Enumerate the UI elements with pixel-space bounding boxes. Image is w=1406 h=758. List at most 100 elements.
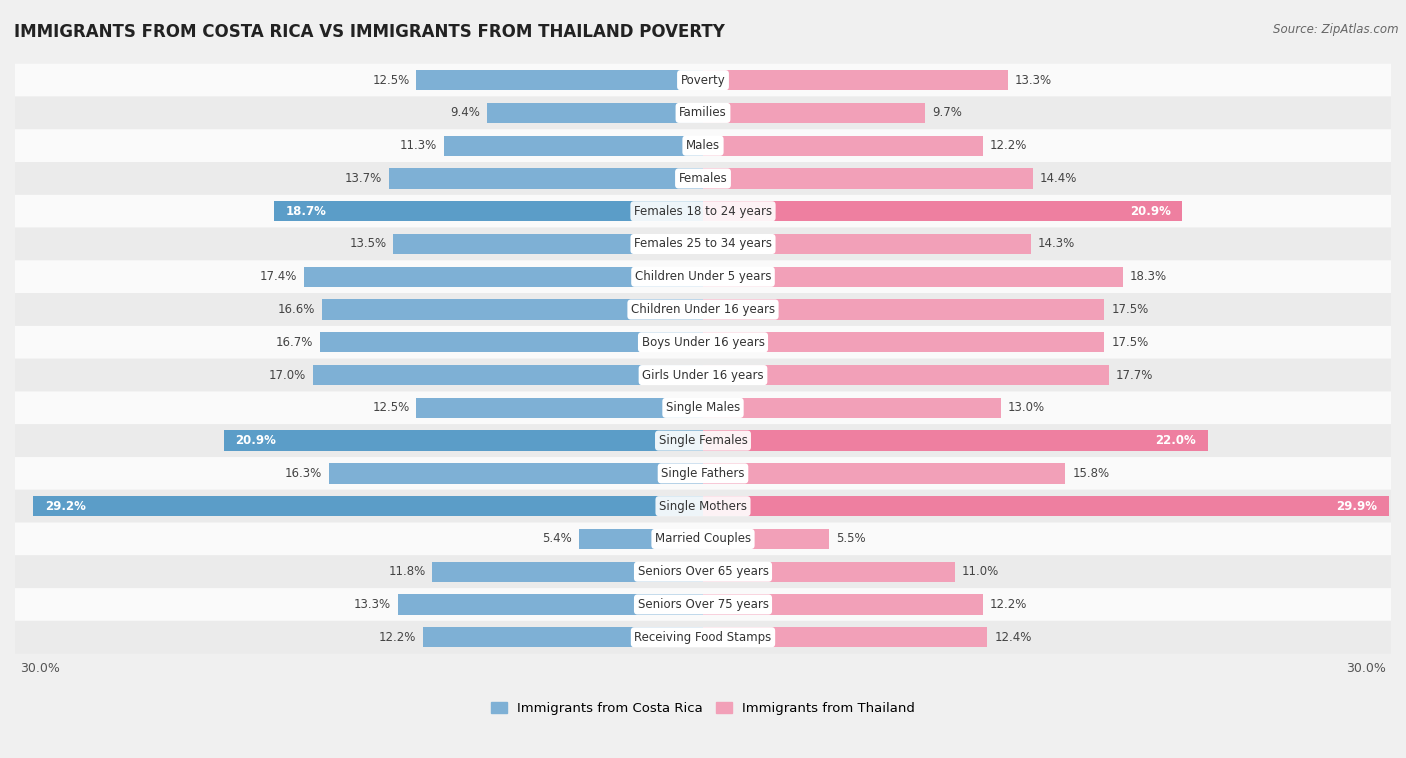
Text: Source: ZipAtlas.com: Source: ZipAtlas.com (1274, 23, 1399, 36)
FancyBboxPatch shape (15, 195, 1391, 227)
Bar (444, 136, 703, 156)
Text: Receiving Food Stamps: Receiving Food Stamps (634, 631, 772, 644)
Text: Males: Males (686, 139, 720, 152)
Text: 22.0%: 22.0% (1156, 434, 1197, 447)
Bar (703, 168, 1033, 189)
Bar (703, 431, 1208, 451)
Text: 12.5%: 12.5% (373, 74, 409, 86)
Text: 11.0%: 11.0% (962, 565, 1000, 578)
Text: 12.5%: 12.5% (373, 401, 409, 415)
Text: 12.4%: 12.4% (994, 631, 1032, 644)
Text: Seniors Over 75 years: Seniors Over 75 years (637, 598, 769, 611)
Bar (34, 496, 703, 516)
Bar (703, 267, 1122, 287)
FancyBboxPatch shape (15, 457, 1391, 490)
Text: 17.5%: 17.5% (1111, 303, 1149, 316)
Bar (703, 103, 925, 123)
Bar (703, 496, 1389, 516)
FancyBboxPatch shape (15, 391, 1391, 424)
Bar (703, 136, 983, 156)
FancyBboxPatch shape (15, 359, 1391, 391)
Text: 14.3%: 14.3% (1038, 237, 1076, 250)
Bar (322, 299, 703, 320)
Bar (389, 168, 703, 189)
Bar (329, 463, 703, 484)
Text: 30.0%: 30.0% (1347, 662, 1386, 675)
Text: Single Females: Single Females (658, 434, 748, 447)
Bar (703, 594, 983, 615)
Bar (314, 365, 703, 385)
FancyBboxPatch shape (15, 261, 1391, 293)
Bar (416, 70, 703, 90)
Text: 29.9%: 29.9% (1336, 500, 1378, 512)
Text: Families: Families (679, 106, 727, 120)
Text: 12.2%: 12.2% (990, 139, 1026, 152)
Text: 12.2%: 12.2% (380, 631, 416, 644)
Bar (703, 463, 1066, 484)
Bar (703, 529, 830, 549)
Bar (224, 431, 703, 451)
Text: 14.4%: 14.4% (1040, 172, 1077, 185)
FancyBboxPatch shape (15, 588, 1391, 621)
Text: Boys Under 16 years: Boys Under 16 years (641, 336, 765, 349)
Text: 5.4%: 5.4% (543, 532, 572, 546)
FancyBboxPatch shape (15, 490, 1391, 522)
Text: Children Under 16 years: Children Under 16 years (631, 303, 775, 316)
Text: 16.6%: 16.6% (278, 303, 315, 316)
Bar (703, 201, 1182, 221)
Text: Married Couples: Married Couples (655, 532, 751, 546)
Text: Girls Under 16 years: Girls Under 16 years (643, 368, 763, 381)
Text: Children Under 5 years: Children Under 5 years (634, 271, 772, 283)
FancyBboxPatch shape (15, 96, 1391, 130)
Bar (304, 267, 703, 287)
FancyBboxPatch shape (15, 556, 1391, 588)
Text: 5.5%: 5.5% (837, 532, 866, 546)
Bar (703, 233, 1031, 254)
Bar (703, 299, 1104, 320)
Text: 18.7%: 18.7% (285, 205, 326, 218)
Text: 9.7%: 9.7% (932, 106, 962, 120)
Text: IMMIGRANTS FROM COSTA RICA VS IMMIGRANTS FROM THAILAND POVERTY: IMMIGRANTS FROM COSTA RICA VS IMMIGRANTS… (14, 23, 725, 41)
FancyBboxPatch shape (15, 522, 1391, 556)
Text: Single Mothers: Single Mothers (659, 500, 747, 512)
Text: Poverty: Poverty (681, 74, 725, 86)
Text: 17.7%: 17.7% (1116, 368, 1153, 381)
Text: 17.5%: 17.5% (1111, 336, 1149, 349)
FancyBboxPatch shape (15, 424, 1391, 457)
Text: 13.0%: 13.0% (1008, 401, 1045, 415)
FancyBboxPatch shape (15, 227, 1391, 261)
Bar (423, 627, 703, 647)
FancyBboxPatch shape (15, 621, 1391, 653)
Text: 29.2%: 29.2% (45, 500, 86, 512)
Text: Seniors Over 65 years: Seniors Over 65 years (637, 565, 769, 578)
Bar (703, 627, 987, 647)
Text: 20.9%: 20.9% (235, 434, 276, 447)
Text: 16.7%: 16.7% (276, 336, 314, 349)
Text: 11.8%: 11.8% (388, 565, 426, 578)
FancyBboxPatch shape (15, 162, 1391, 195)
Text: Females 25 to 34 years: Females 25 to 34 years (634, 237, 772, 250)
Bar (488, 103, 703, 123)
Text: Females 18 to 24 years: Females 18 to 24 years (634, 205, 772, 218)
Text: Females: Females (679, 172, 727, 185)
Text: 13.3%: 13.3% (1015, 74, 1052, 86)
Text: 12.2%: 12.2% (990, 598, 1026, 611)
Text: 16.3%: 16.3% (285, 467, 322, 480)
Bar (703, 332, 1104, 352)
Bar (703, 562, 955, 582)
Text: 17.4%: 17.4% (260, 271, 297, 283)
Text: 20.9%: 20.9% (1130, 205, 1171, 218)
Text: 11.3%: 11.3% (399, 139, 437, 152)
FancyBboxPatch shape (15, 326, 1391, 359)
Bar (703, 365, 1109, 385)
Bar (274, 201, 703, 221)
Text: 13.7%: 13.7% (344, 172, 382, 185)
FancyBboxPatch shape (15, 293, 1391, 326)
Bar (703, 398, 1001, 418)
Text: 17.0%: 17.0% (269, 368, 307, 381)
Text: Single Fathers: Single Fathers (661, 467, 745, 480)
Bar (433, 562, 703, 582)
Bar (416, 398, 703, 418)
Text: 15.8%: 15.8% (1073, 467, 1109, 480)
Text: 13.5%: 13.5% (350, 237, 387, 250)
